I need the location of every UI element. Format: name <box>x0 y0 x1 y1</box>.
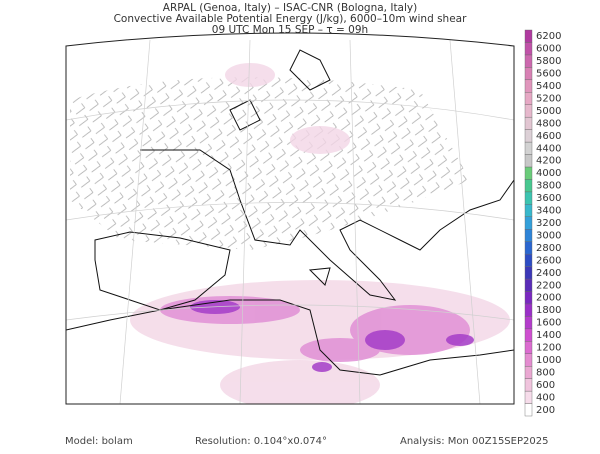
colorbar-cell <box>524 129 533 143</box>
colorbar-label: 5600 <box>536 69 561 80</box>
colorbar-label: 1400 <box>536 330 561 341</box>
colorbar-label: 2400 <box>536 268 561 279</box>
colorbar-label: 2800 <box>536 243 561 254</box>
title-line: Convective Available Potential Energy (J… <box>114 13 468 25</box>
colorbar-label: 5400 <box>536 81 561 92</box>
colorbar-cell <box>524 328 533 342</box>
colorbar-label: 400 <box>536 392 555 403</box>
coastlines <box>66 49 514 376</box>
colorbar-cell <box>524 229 533 242</box>
colorbar-label: 5200 <box>536 93 561 104</box>
colorbar-cell <box>524 166 533 180</box>
colorbar-label: 5000 <box>536 106 561 117</box>
colorbar-label: 4600 <box>536 131 561 142</box>
colorbar-label: 6000 <box>536 44 561 55</box>
colorbar-cell <box>524 79 533 93</box>
colorbar-label: 4000 <box>536 168 561 179</box>
colorbar-cell <box>524 116 533 130</box>
resolution-label: Resolution: 0.104°x0.074° <box>195 436 327 447</box>
colorbar-cell <box>524 154 533 168</box>
colorbar-label: 200 <box>536 405 555 416</box>
colorbar-cell <box>524 316 533 330</box>
colorbar-label: 3600 <box>536 193 561 204</box>
colorbar-cell <box>524 403 533 417</box>
colorbar-label: 3200 <box>536 218 561 229</box>
colorbar-cell <box>524 54 533 68</box>
colorbar-label: 2600 <box>536 255 561 266</box>
colorbar-label: 1800 <box>536 305 561 316</box>
colorbar-cell <box>524 179 533 193</box>
colorbar-label: 6200 <box>536 31 561 42</box>
colorbar-label: 800 <box>536 367 555 378</box>
colorbar-cell <box>524 341 533 354</box>
colorbar-label: 4400 <box>536 143 561 154</box>
colorbar-label: 3000 <box>536 230 561 241</box>
colorbar-label: 1000 <box>536 355 561 366</box>
colorbar-cell <box>524 216 533 230</box>
analysis-label: Analysis: Mon 00Z15SEP2025 <box>400 436 548 447</box>
colorbar-cell <box>524 67 533 81</box>
colorbar-label: 4200 <box>536 156 561 167</box>
wind-barbs <box>70 77 470 250</box>
colorbar-label: 4800 <box>536 118 561 129</box>
map-frame <box>65 32 515 405</box>
colorbar-cell <box>524 42 533 56</box>
colorbar-label: 3800 <box>536 181 561 192</box>
model-label: Model: bolam <box>65 436 133 447</box>
colorbar-cell <box>524 92 533 105</box>
colorbar-cell <box>524 303 533 317</box>
colorbar-cell <box>524 353 533 367</box>
graticule <box>66 39 514 404</box>
colorbar-label: 1600 <box>536 318 561 329</box>
colorbar-cell <box>524 365 533 379</box>
colorbar-cell <box>524 204 533 217</box>
colorbar-label: 5800 <box>536 56 561 67</box>
colorbar-cell <box>524 141 533 155</box>
colorbar-cell <box>524 390 533 404</box>
colorbar-cell <box>524 253 533 267</box>
map <box>66 33 514 404</box>
colorbar-cell <box>524 291 533 305</box>
colorbar-cell <box>524 29 533 43</box>
colorbar-cell <box>524 266 533 280</box>
colorbar-label: 1200 <box>536 343 561 354</box>
colorbar-label: 2000 <box>536 293 561 304</box>
colorbar-cell <box>524 378 533 392</box>
colorbar-label: 2200 <box>536 280 561 291</box>
colorbar-label: 3400 <box>536 206 561 217</box>
colorbar-cell <box>524 191 533 205</box>
colorbar-cell <box>524 278 533 292</box>
colorbar-cell <box>524 241 533 255</box>
title-line: ARPAL (Genoa, Italy) – ISAC-CNR (Bologna… <box>163 2 417 14</box>
colorbar-label: 600 <box>536 380 555 391</box>
colorbar-cell <box>524 104 533 118</box>
